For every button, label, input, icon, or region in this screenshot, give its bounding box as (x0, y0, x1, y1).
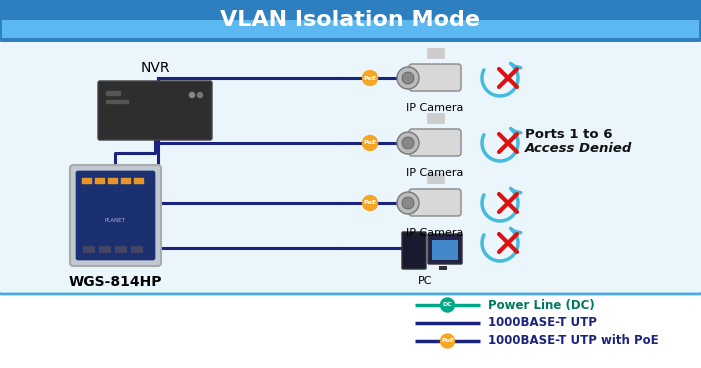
Text: Power Line (DC): Power Line (DC) (488, 298, 594, 311)
Bar (134, 178, 144, 184)
Text: IP Camera: IP Camera (407, 168, 463, 178)
Circle shape (402, 72, 414, 84)
Bar (115, 246, 127, 253)
Text: PoE: PoE (363, 141, 376, 145)
Circle shape (397, 67, 419, 89)
FancyBboxPatch shape (409, 189, 461, 216)
Text: DC: DC (442, 302, 452, 308)
Circle shape (397, 192, 419, 214)
Text: NVR: NVR (140, 61, 170, 75)
Text: 1000BASE-T UTP: 1000BASE-T UTP (488, 316, 597, 329)
Bar (8, 2, 693, 38)
Text: IP Camera: IP Camera (407, 103, 463, 113)
FancyBboxPatch shape (70, 165, 161, 266)
Bar (82, 178, 92, 184)
Circle shape (362, 135, 378, 151)
Text: PoE: PoE (363, 201, 376, 205)
FancyBboxPatch shape (409, 64, 461, 91)
Text: VLAN Isolation Mode: VLAN Isolation Mode (221, 10, 480, 30)
Bar (439, 266, 447, 270)
Bar (106, 91, 120, 95)
Bar (2, 20, 699, 38)
Circle shape (198, 92, 203, 98)
Text: Access Denied: Access Denied (525, 142, 632, 156)
Bar (427, 113, 444, 123)
Text: WGS-814HP: WGS-814HP (68, 275, 162, 289)
Bar (106, 100, 128, 103)
Text: 1000BASE-T UTP with PoE: 1000BASE-T UTP with PoE (488, 335, 659, 347)
Circle shape (402, 197, 414, 209)
Text: PoE: PoE (441, 339, 454, 343)
Text: PC: PC (418, 276, 433, 286)
Bar (83, 246, 95, 253)
Text: Ports 1 to 6: Ports 1 to 6 (525, 128, 613, 142)
Circle shape (189, 92, 194, 98)
Circle shape (440, 334, 454, 348)
Circle shape (440, 298, 454, 312)
Circle shape (362, 71, 378, 85)
Circle shape (397, 132, 419, 154)
Bar (121, 178, 131, 184)
FancyBboxPatch shape (409, 129, 461, 156)
Bar (108, 178, 118, 184)
FancyBboxPatch shape (0, 0, 701, 294)
FancyBboxPatch shape (76, 171, 155, 260)
Text: PoE: PoE (363, 75, 376, 81)
FancyBboxPatch shape (98, 81, 212, 140)
Text: IP Camera: IP Camera (407, 228, 463, 238)
Bar (99, 246, 111, 253)
Bar (432, 240, 458, 260)
FancyBboxPatch shape (0, 0, 701, 42)
Bar (131, 246, 143, 253)
Circle shape (362, 195, 378, 210)
FancyBboxPatch shape (428, 234, 462, 264)
Bar (95, 178, 105, 184)
Bar (427, 173, 444, 183)
Text: PLANET: PLANET (104, 217, 125, 223)
Circle shape (402, 137, 414, 149)
FancyBboxPatch shape (402, 232, 426, 269)
Bar (427, 48, 444, 58)
